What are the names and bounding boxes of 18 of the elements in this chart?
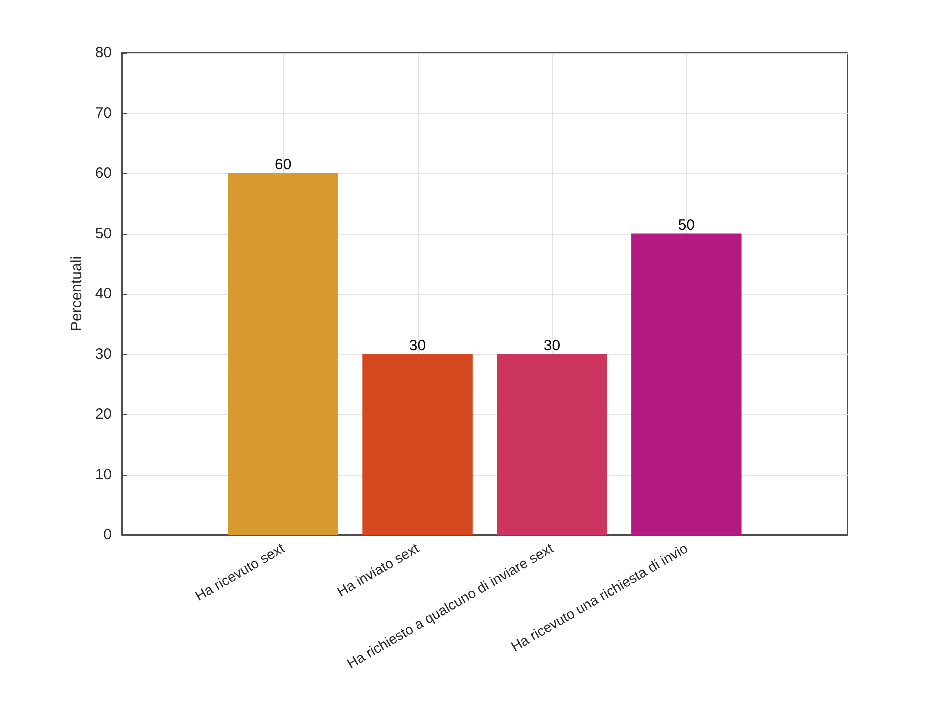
data-label: 30 xyxy=(544,337,561,354)
y-tick-label: 50 xyxy=(95,225,112,242)
data-label: 30 xyxy=(409,337,426,354)
y-tick-label: 30 xyxy=(95,346,112,363)
y-tick-label: 60 xyxy=(95,165,112,182)
y-tick-label: 0 xyxy=(104,526,112,544)
bar xyxy=(228,174,338,535)
y-tick-label: 40 xyxy=(95,286,112,302)
data-label: 60 xyxy=(274,156,292,174)
data-label: 50 xyxy=(678,216,696,234)
y-tick-label: 10 xyxy=(95,466,112,484)
y-tick-label: 80 xyxy=(95,44,112,62)
y-tick-label: 20 xyxy=(95,406,112,423)
y-tick-label: 70 xyxy=(95,104,112,122)
bar xyxy=(632,234,742,535)
bar xyxy=(362,354,473,535)
y-axis-title: Percentuali xyxy=(68,256,86,332)
bar xyxy=(497,354,608,535)
